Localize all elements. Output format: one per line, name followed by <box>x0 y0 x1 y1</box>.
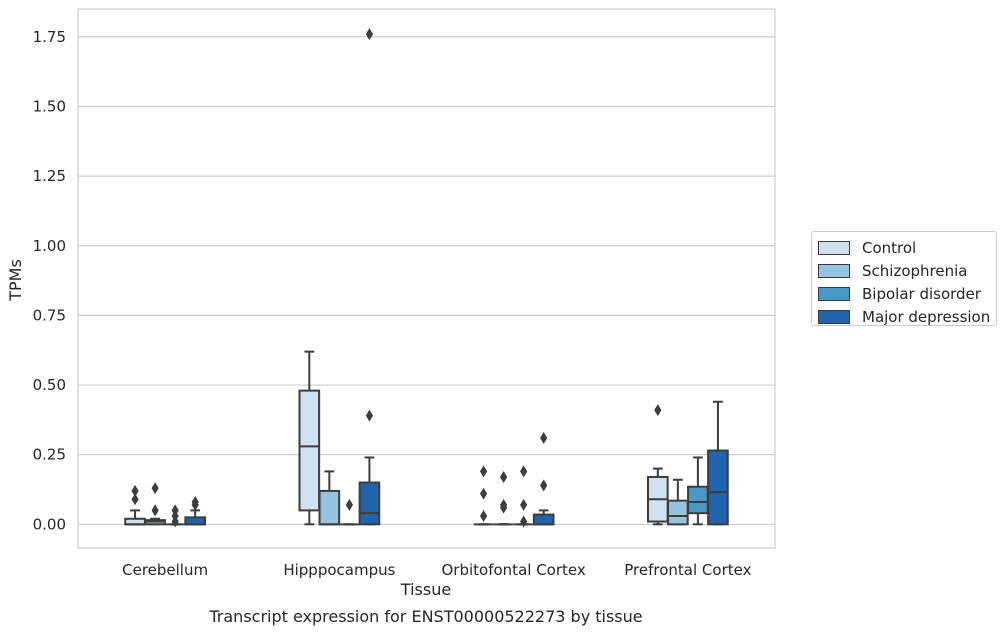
x-tick-label: Orbitofontal Cortex <box>442 561 586 579</box>
outlier-point <box>171 504 179 517</box>
legend-swatch <box>818 286 850 301</box>
legend-item: Schizophrenia <box>818 259 990 282</box>
y-tick-label: 1.50 <box>33 97 66 115</box>
outlier-point <box>479 465 488 478</box>
outlier-point <box>540 431 548 444</box>
legend-label: Major depression <box>862 307 991 326</box>
box-bipolar-disorder <box>687 456 709 526</box>
chart-title: Transcript expression for ENST0000052227… <box>208 607 642 626</box>
y-tick-label: 0.50 <box>33 376 66 394</box>
legend: Control Schizophrenia Bipolar disorder Majo… <box>811 231 997 326</box>
legend-label: Control <box>862 238 917 257</box>
box-major-depression <box>358 28 381 526</box>
box-schizophrenia <box>318 470 341 526</box>
legend-item: Major depression <box>818 305 990 328</box>
outlier-point <box>479 509 488 522</box>
y-tick-label: 0.00 <box>33 515 66 533</box>
box-bipolar-disorder <box>513 465 534 528</box>
legend-label: Schizophrenia <box>862 261 968 280</box>
box-body <box>298 389 321 512</box>
outlier-point <box>654 404 662 417</box>
box-schizophrenia <box>144 482 166 526</box>
box-control <box>124 484 146 526</box>
outlier-point <box>365 28 374 41</box>
outlier-point <box>151 504 159 517</box>
y-tick-label: 0.25 <box>33 446 66 464</box>
box-schizophrenia <box>667 478 689 526</box>
grid-lines <box>78 36 775 525</box>
y-tick-label: 1.25 <box>33 167 66 185</box>
box-body <box>667 499 689 526</box>
box-body <box>532 513 555 526</box>
x-tick-label: Prefrontal Cortex <box>624 561 751 579</box>
y-tick-labels: 0.00 0.25 0.50 0.75 1.00 1.25 1.50 1.75 <box>33 28 66 533</box>
outlier-point <box>520 515 528 528</box>
outlier-point <box>345 498 353 511</box>
box-body <box>707 449 729 526</box>
legend-item: Bipolar disorder <box>818 282 990 305</box>
y-tick-label: 1.00 <box>33 237 66 255</box>
x-tick-labels: Cerebellum Hipppocampus Orbitofontal Corte… <box>122 561 751 579</box>
legend-swatch <box>818 240 850 255</box>
box-body <box>184 516 207 526</box>
x-axis-label: Tissue <box>400 580 451 599</box>
outlier-point <box>520 498 528 511</box>
box-major-depression <box>184 496 207 526</box>
legend-swatch <box>818 263 850 278</box>
plot-area-frame <box>77 8 776 549</box>
box-major-depression <box>707 400 729 526</box>
outlier-point <box>479 487 488 500</box>
outlier-point <box>540 479 548 492</box>
outlier-point <box>500 498 508 511</box>
y-tick-label: 1.75 <box>33 28 66 46</box>
outlier-point <box>191 496 199 509</box>
outlier-point <box>131 484 139 497</box>
legend-swatch <box>818 309 850 324</box>
legend-item: Control <box>818 236 990 259</box>
outlier-point <box>131 493 139 506</box>
box-bipolar-disorder <box>339 498 360 526</box>
box-body <box>318 489 341 526</box>
legend-label: Bipolar disorder <box>862 284 981 303</box>
box-bipolar-disorder <box>165 504 185 528</box>
outlier-point <box>365 409 374 422</box>
box-control <box>298 350 321 526</box>
box-control <box>646 404 669 526</box>
y-axis-label: TPMs <box>6 259 25 302</box>
box-body <box>687 485 709 515</box>
box-schizophrenia <box>493 470 514 526</box>
outlier-point <box>151 482 159 495</box>
box-control <box>473 465 494 526</box>
outlier-point <box>500 470 508 483</box>
box-body <box>358 481 381 526</box>
outlier-point <box>520 465 528 478</box>
box-series <box>124 28 729 528</box>
x-tick-label: Hipppocampus <box>283 561 395 579</box>
y-tick-label: 0.75 <box>33 306 66 324</box>
box-major-depression <box>532 431 555 526</box>
x-tick-label: Cerebellum <box>122 561 208 579</box>
